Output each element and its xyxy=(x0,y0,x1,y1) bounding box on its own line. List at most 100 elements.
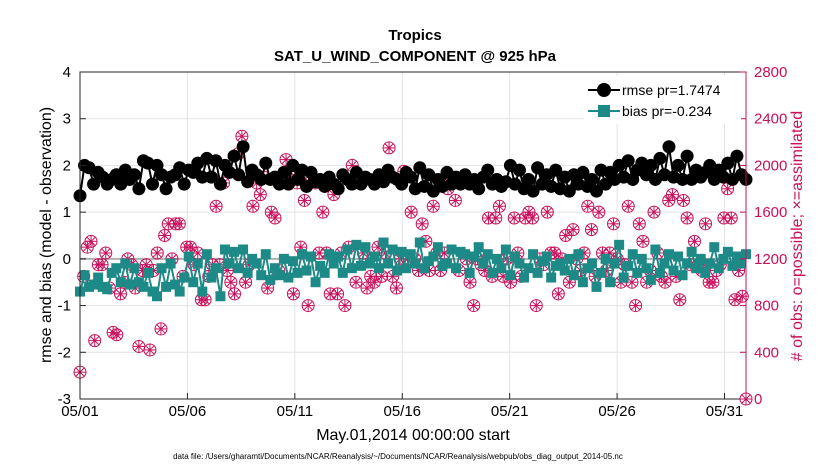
bias-point xyxy=(306,251,317,262)
obs-assimilated-point xyxy=(688,235,700,247)
rmse-point xyxy=(159,182,173,196)
rmse-point xyxy=(680,149,694,163)
obs-assimilated-point xyxy=(630,300,642,312)
y-tick-label: -3 xyxy=(58,391,71,408)
bias-point xyxy=(559,265,570,276)
obs-assimilated-point xyxy=(464,276,476,288)
bias-point xyxy=(328,258,339,269)
bias-point xyxy=(564,253,575,264)
rmse-point xyxy=(531,161,545,175)
bias-point xyxy=(165,258,176,269)
obs-assimilated-point xyxy=(269,212,281,224)
y-tick-label: 2 xyxy=(63,157,71,174)
bias-point xyxy=(541,251,552,262)
bias-point xyxy=(88,279,99,290)
obs-possible-point xyxy=(224,275,238,289)
x-axis-label: May.01,2014 00:00:00 start xyxy=(316,427,510,444)
bias-point xyxy=(310,277,321,288)
bias-point xyxy=(315,260,326,271)
rmse-point xyxy=(526,184,540,198)
obs-assimilated-point xyxy=(637,235,649,247)
obs-assimilated-point xyxy=(184,241,196,253)
rmse-point xyxy=(331,182,345,196)
bias-point xyxy=(260,249,271,260)
obs-assimilated-point xyxy=(390,282,402,294)
rmse-point xyxy=(576,165,590,179)
bias-point xyxy=(319,267,330,278)
bias-point xyxy=(342,244,353,255)
obs-assimilated-point xyxy=(365,270,377,282)
bias-point xyxy=(192,258,203,269)
obs-assimilated-point xyxy=(280,154,292,166)
obs-assimilated-point xyxy=(317,206,329,218)
bias-point xyxy=(641,263,652,274)
y-tick-label: 1 xyxy=(63,204,71,221)
bias-point xyxy=(469,251,480,262)
bias-point xyxy=(487,267,498,278)
bias-point xyxy=(464,267,475,278)
bias-point xyxy=(156,263,167,274)
obs-possible-point xyxy=(154,322,168,336)
rmse-point xyxy=(585,172,599,186)
legend-bias-marker xyxy=(598,105,610,117)
obs-possible-point xyxy=(492,199,506,213)
obs-possible-point xyxy=(143,343,157,357)
chart-subtitle: SAT_U_WIND_COMPONENT @ 925 hPa xyxy=(274,48,557,65)
obs-possible-point xyxy=(389,281,403,295)
obs-possible-point xyxy=(647,205,661,219)
bias-point xyxy=(124,279,135,290)
bias-point xyxy=(713,263,724,274)
bias-point xyxy=(256,270,267,281)
obs-assimilated-point xyxy=(225,276,237,288)
bias-point xyxy=(229,246,240,257)
bias-point xyxy=(614,239,625,250)
obs-possible-point xyxy=(724,211,738,225)
bias-point xyxy=(324,249,335,260)
bias-point xyxy=(414,237,425,248)
bias-point xyxy=(673,251,684,262)
bias-point xyxy=(278,253,289,264)
obs-assimilated-point xyxy=(700,218,712,230)
obs-possible-point xyxy=(680,211,694,225)
obs-possible-point xyxy=(467,299,481,313)
bias-point xyxy=(138,281,149,292)
bias-point xyxy=(496,263,507,274)
obs-possible-point xyxy=(84,234,98,248)
bias-point xyxy=(287,256,298,267)
obs-possible-point xyxy=(316,205,330,219)
bias-point xyxy=(360,242,371,253)
bias-point xyxy=(337,267,348,278)
obs-assimilated-point xyxy=(210,200,222,212)
obs-assimilated-point xyxy=(383,142,395,154)
y-tick-label: -1 xyxy=(58,298,71,315)
obs-assimilated-point xyxy=(725,212,737,224)
obs-assimilated-point xyxy=(133,340,145,352)
rmse-point xyxy=(562,184,576,198)
bias-point xyxy=(482,249,493,260)
bias-point xyxy=(514,258,525,269)
bias-point xyxy=(441,258,452,269)
bias-point xyxy=(677,270,688,281)
obs-possible-point xyxy=(426,199,440,213)
rmse-point xyxy=(549,163,563,177)
bias-point xyxy=(161,281,172,292)
bias-point xyxy=(219,244,230,255)
rmse-point xyxy=(259,156,273,170)
bias-point xyxy=(478,258,489,269)
obs-assimilated-point xyxy=(648,206,660,218)
bias-point xyxy=(700,267,711,278)
rmse-point xyxy=(404,170,418,184)
obs-possible-point xyxy=(584,223,598,237)
bias-point xyxy=(460,249,471,260)
rmse-point xyxy=(345,177,359,191)
bias-point xyxy=(659,258,670,269)
obs-possible-point xyxy=(566,223,580,237)
bias-point xyxy=(301,265,312,276)
y2-tick-label: 1200 xyxy=(754,251,787,268)
obs-possible-point xyxy=(253,188,267,202)
obs-possible-point xyxy=(489,211,503,225)
bias-point xyxy=(283,272,294,283)
bias-point xyxy=(79,270,90,281)
bias-point xyxy=(573,249,584,260)
plot-area xyxy=(80,72,746,399)
